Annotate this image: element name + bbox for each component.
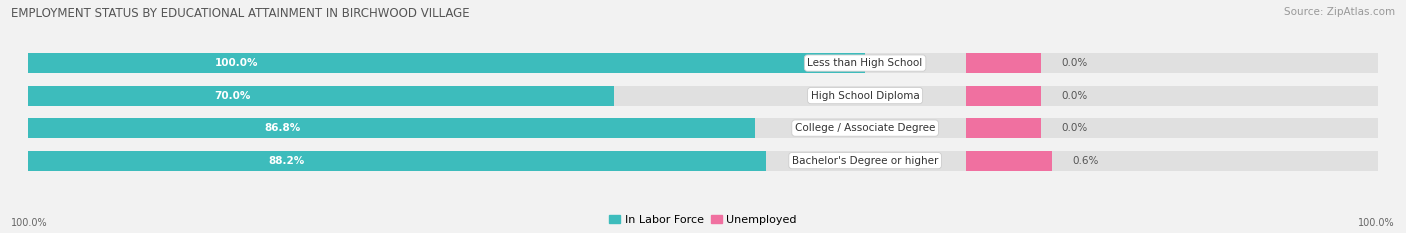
Text: College / Associate Degree: College / Associate Degree xyxy=(794,123,935,133)
Text: 100.0%: 100.0% xyxy=(215,58,259,68)
Text: 0.6%: 0.6% xyxy=(1071,156,1098,166)
Bar xyxy=(28,151,766,171)
Bar xyxy=(28,53,865,73)
Text: Bachelor's Degree or higher: Bachelor's Degree or higher xyxy=(792,156,938,166)
Text: 0.0%: 0.0% xyxy=(1062,58,1087,68)
Legend: In Labor Force, Unemployed: In Labor Force, Unemployed xyxy=(605,210,801,229)
Bar xyxy=(966,151,1052,171)
Bar xyxy=(28,86,614,106)
Text: 88.2%: 88.2% xyxy=(269,156,304,166)
Text: 100.0%: 100.0% xyxy=(11,218,48,228)
Bar xyxy=(966,86,1040,106)
Text: EMPLOYMENT STATUS BY EDUCATIONAL ATTAINMENT IN BIRCHWOOD VILLAGE: EMPLOYMENT STATUS BY EDUCATIONAL ATTAINM… xyxy=(11,7,470,20)
Text: 0.0%: 0.0% xyxy=(1062,91,1087,101)
Bar xyxy=(28,53,1378,73)
Bar xyxy=(28,118,1378,138)
Text: Source: ZipAtlas.com: Source: ZipAtlas.com xyxy=(1284,7,1395,17)
Bar xyxy=(28,118,755,138)
Text: 86.8%: 86.8% xyxy=(264,123,299,133)
Text: 0.0%: 0.0% xyxy=(1062,123,1087,133)
Text: 70.0%: 70.0% xyxy=(215,91,250,101)
Bar xyxy=(28,86,1378,106)
Bar xyxy=(28,151,1378,171)
Text: Less than High School: Less than High School xyxy=(807,58,922,68)
Text: High School Diploma: High School Diploma xyxy=(811,91,920,101)
Text: 100.0%: 100.0% xyxy=(1358,218,1395,228)
Bar xyxy=(966,118,1040,138)
Bar xyxy=(966,53,1040,73)
